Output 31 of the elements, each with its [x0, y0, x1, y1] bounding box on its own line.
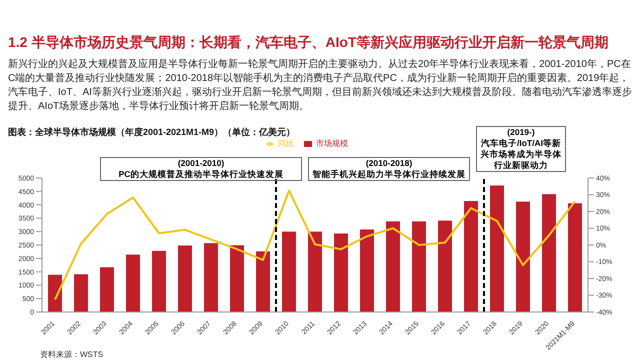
bar: [204, 243, 218, 312]
line-series: [54, 190, 576, 301]
bar: [308, 232, 322, 312]
bar: [178, 246, 192, 312]
bar: [438, 220, 452, 312]
bar: [516, 202, 530, 312]
text: 资料来源：WSTS: [40, 349, 104, 360]
bar: [412, 221, 426, 312]
bar: [74, 274, 88, 312]
bar: [126, 254, 140, 312]
bar: [152, 250, 166, 312]
bar: [490, 186, 504, 312]
bar: [48, 274, 62, 312]
bar: [230, 245, 244, 312]
text: (2019-) 汽车电子/IoT/AI等新兴市场将成为半导体行业新驱动力: [476, 126, 566, 172]
legend-label: 市场规模: [316, 139, 348, 148]
bar: [282, 232, 296, 312]
chart-subtitle: 图表：全球半导体市场规模（年度2001-2021M1-M9）（单位：亿美元）: [8, 126, 296, 139]
annotation: (2001-2010) PC的大规模普及推动半导体行业快速发展: [100, 157, 302, 181]
bar: [464, 201, 478, 312]
legend-label: 同比: [278, 139, 294, 148]
annotation: (2010-2018) 智能手机兴起助力半导体行业持续发展: [308, 157, 470, 181]
text: 新兴行业的兴起及大规模普及应用是半导体行业每新一轮景气周期开启的主要驱动力。从过去20年半导体行业表现来看，2001-2010年，PC在C端的大量普及推动行业快随发展；2010-2018年以智能手机为主的消费电子产品取代PC，成为行业新一轮周期开启的重要因素。2019年起，汽车电子、IoT、AI等新兴行业逐渐兴起，驱动行业开启新一轮景气周期，但目前新兴领域还未达到大规模普及阶段。随着电动汽车渗透率逐步提升、AIoT场景逐步落地，半导体行业预计将开启新一轮景气周期。: [8, 58, 632, 114]
chart-title: 1.2 半导体市场历史景气周期：长期看，汽车电子、AIoT等新兴应用驱动行业开启新一轮景气周期: [8, 34, 608, 52]
bar: [100, 267, 114, 312]
bar: [542, 194, 556, 312]
bar: [360, 229, 374, 312]
bar: [256, 251, 270, 312]
bar: [334, 233, 348, 312]
bar: [568, 203, 582, 312]
bar: [386, 221, 400, 312]
